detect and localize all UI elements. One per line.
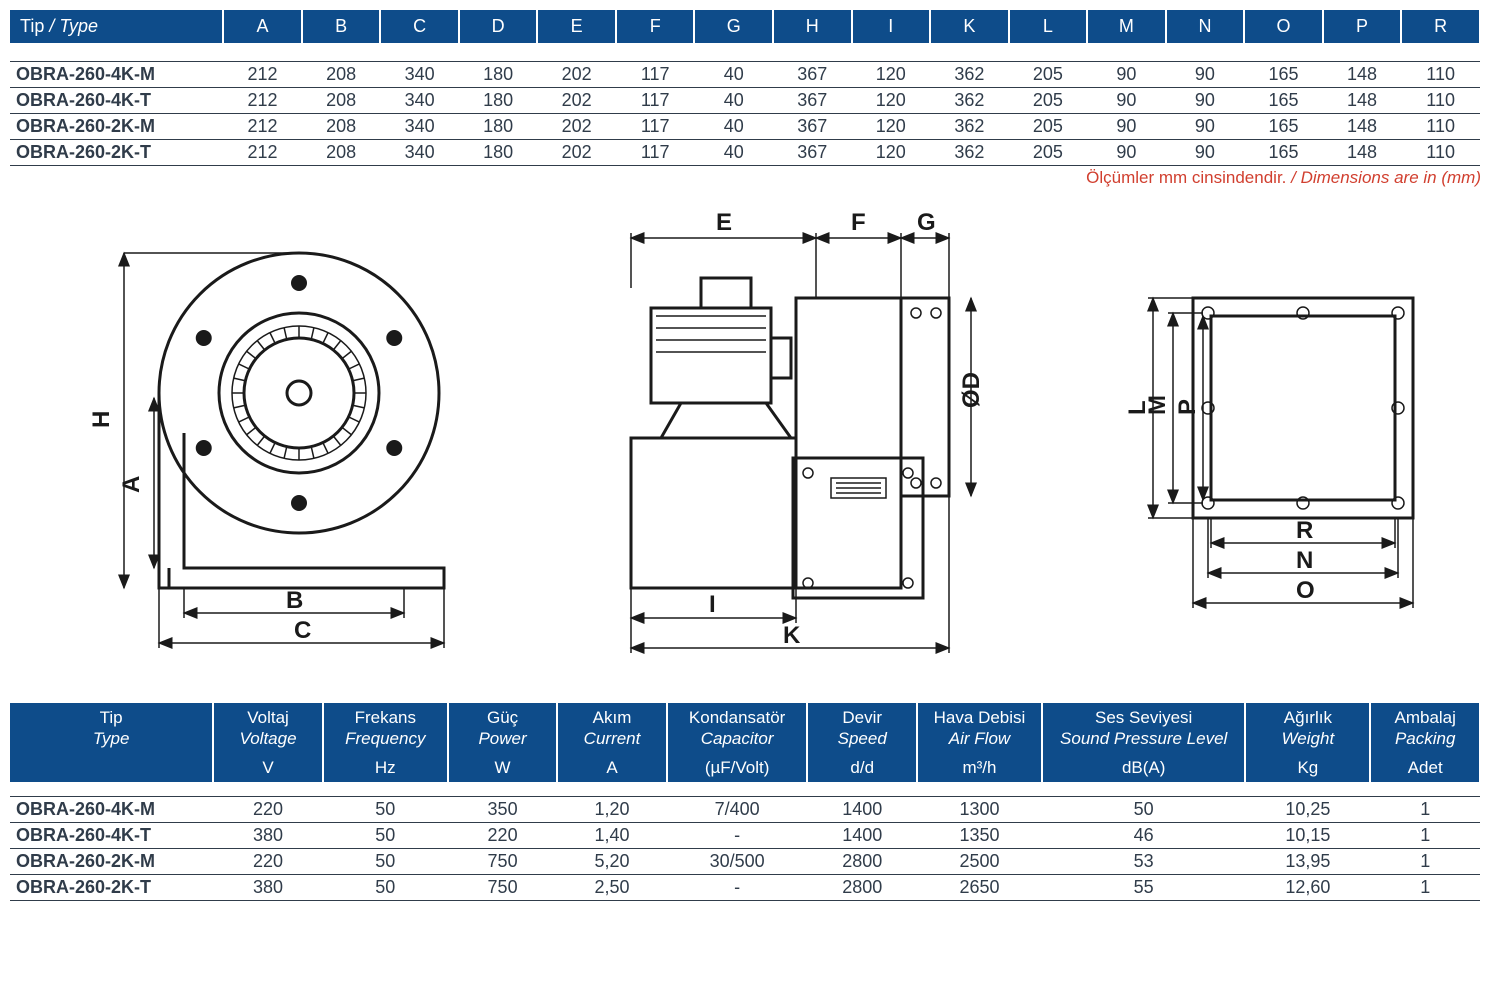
svg-text:H: H (88, 410, 115, 427)
col-G: G (694, 10, 773, 43)
col-M: M (1087, 10, 1166, 43)
svg-text:ØD: ØD (958, 372, 985, 408)
table-row: OBRA-260-2K-M212208340180202117403671203… (10, 113, 1480, 139)
svg-text:P: P (1174, 398, 1201, 414)
col-type: TipType (10, 703, 213, 754)
col-power: GüçPower (448, 703, 557, 754)
svg-text:K: K (783, 622, 801, 649)
technical-drawings: H A B C E F G (10, 213, 1481, 673)
side-view-drawing: E F G ØD I (561, 208, 1011, 678)
table-header-row: TipTypeVoltajVoltageFrekansFrequencyGüçP… (10, 703, 1480, 754)
svg-text:B: B (286, 587, 303, 614)
col-H: H (773, 10, 852, 43)
table-row: OBRA-260-2K-T212208340180202117403671203… (10, 139, 1480, 165)
dimensions-footnote: Ölçümler mm cinsindendir. / Dimensions a… (10, 168, 1481, 188)
svg-text:O: O (1296, 577, 1315, 604)
front-view-drawing: H A B C (54, 218, 474, 668)
col-C: C (380, 10, 459, 43)
col-I: I (852, 10, 931, 43)
col-P: P (1323, 10, 1402, 43)
col-sound-pressure-level: Ses SeviyesiSound Pressure Level (1042, 703, 1245, 754)
col-packing: AmbalajPacking (1370, 703, 1480, 754)
table-row: OBRA-260-2K-M220507505,2030/500280025005… (10, 848, 1480, 874)
table-row: OBRA-260-4K-M212208340180202117403671203… (10, 61, 1480, 87)
col-B: B (302, 10, 381, 43)
col-F: F (616, 10, 695, 43)
col-air-flow: Hava DebisiAir Flow (917, 703, 1042, 754)
svg-text:M: M (1144, 395, 1171, 415)
col-L: L (1009, 10, 1088, 43)
col-voltage: VoltajVoltage (213, 703, 322, 754)
table-row: OBRA-260-4K-T380502201,40-140013504610,1… (10, 822, 1480, 848)
table-unit-row: VHzWA(µF/Volt)d/dm³/hdB(A)KgAdet (10, 753, 1480, 782)
flange-view-drawing: L M P R N O (1098, 243, 1438, 643)
dimensions-table: Tip / TypeABCDEFGHIKLMNOPR OBRA-260-4K-M… (10, 10, 1481, 166)
col-N: N (1166, 10, 1245, 43)
svg-text:R: R (1296, 517, 1313, 544)
svg-text:I: I (709, 591, 716, 618)
col-O: O (1244, 10, 1323, 43)
svg-text:F: F (851, 209, 866, 236)
table-row: OBRA-260-2K-T380507502,50-280026505512,6… (10, 874, 1480, 900)
svg-text:A: A (118, 475, 145, 492)
col-current: AkımCurrent (557, 703, 666, 754)
col-weight: AğırlıkWeight (1245, 703, 1370, 754)
col-E: E (537, 10, 616, 43)
table-row: OBRA-260-4K-T212208340180202117403671203… (10, 87, 1480, 113)
svg-text:N: N (1296, 547, 1313, 574)
table-header-row: Tip / TypeABCDEFGHIKLMNOPR (10, 10, 1480, 43)
svg-text:E: E (716, 209, 732, 236)
col-R: R (1401, 10, 1480, 43)
svg-text:G: G (917, 209, 936, 236)
col-capacitor: KondansatörCapacitor (667, 703, 808, 754)
col-frequency: FrekansFrequency (323, 703, 448, 754)
col-speed: DevirSpeed (807, 703, 916, 754)
specs-table: TipTypeVoltajVoltageFrekansFrequencyGüçP… (10, 703, 1481, 901)
col-K: K (930, 10, 1009, 43)
col-type: Tip / Type (10, 10, 223, 43)
col-A: A (223, 10, 302, 43)
table-row: OBRA-260-4K-M220503501,207/4001400130050… (10, 796, 1480, 822)
col-D: D (459, 10, 538, 43)
svg-text:C: C (294, 617, 311, 644)
